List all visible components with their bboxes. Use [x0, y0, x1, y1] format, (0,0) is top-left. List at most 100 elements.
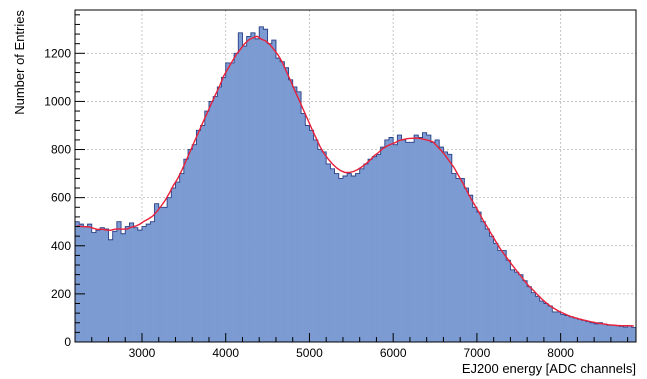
histogram-bar [83, 226, 88, 342]
histogram-outline [74, 26, 637, 342]
histogram-bar [171, 188, 176, 342]
y-tick-label: 600 [51, 191, 71, 205]
histogram-bar [468, 195, 474, 342]
histogram-bar [267, 43, 273, 343]
histogram-bar [393, 144, 398, 342]
histogram-bar [322, 151, 327, 342]
histogram-bar [439, 147, 444, 342]
histogram-bar [631, 327, 637, 342]
histogram-bar [95, 230, 101, 342]
histogram-bar [598, 322, 603, 342]
x-tick-label: 8000 [547, 346, 574, 360]
histogram-bar [401, 139, 407, 342]
histogram-bar [125, 226, 130, 342]
histogram-bar [363, 163, 369, 342]
histogram-bar [493, 243, 499, 342]
histogram-bar [296, 91, 302, 342]
histogram-bar [552, 311, 557, 342]
histogram-bar [548, 305, 553, 342]
histogram-bar [79, 224, 84, 342]
histogram-bar [133, 227, 139, 342]
histogram-bar [351, 176, 356, 342]
histogram-bar [594, 323, 599, 342]
histogram-bar [569, 316, 574, 342]
histogram-bar [430, 142, 436, 342]
histogram-bar [527, 286, 532, 342]
histogram-bar [556, 311, 561, 342]
y-tick-label: 0 [64, 335, 71, 349]
y-tick-label: 1200 [44, 46, 71, 60]
x-tick-label: 5000 [296, 346, 323, 360]
histogram-bar [535, 296, 541, 342]
histogram-bar [75, 221, 80, 342]
histogram-bar [129, 222, 134, 342]
plot-frame [74, 9, 637, 343]
y-tick-label: 200 [51, 287, 71, 301]
histogram-bar [422, 132, 427, 342]
histogram-bar [137, 230, 143, 342]
histogram-bar [154, 203, 160, 342]
histogram-bar [208, 101, 214, 342]
histogram-bar [615, 325, 620, 342]
histogram-bar [577, 319, 582, 342]
histogram-bar [543, 303, 549, 342]
histogram-bar [606, 325, 612, 342]
histogram-bar [368, 159, 373, 342]
histogram-bar [301, 113, 306, 342]
histogram-bar [141, 226, 147, 342]
histogram-bar [405, 142, 411, 342]
histogram-bar [560, 314, 566, 342]
histogram-bar [581, 320, 587, 342]
histogram-bar [435, 139, 440, 342]
histogram-bar [238, 32, 243, 342]
histogram-bar [355, 173, 360, 342]
histogram-bar [213, 96, 218, 342]
histogram-bar [497, 250, 503, 342]
histogram-bar [313, 139, 319, 342]
histogram-bar [246, 36, 252, 342]
histogram-bar [485, 228, 490, 342]
histogram-bar [121, 233, 126, 342]
histogram-bar [255, 38, 260, 342]
histogram-bar [372, 156, 377, 342]
x-axis-label: EJ200 energy [ADC channels] [462, 361, 636, 376]
histogram-bar [481, 221, 486, 342]
histogram-bar [388, 137, 394, 342]
histogram-bar [188, 149, 193, 342]
histogram-bar [284, 67, 289, 342]
histogram-bar [192, 144, 197, 342]
histogram-bar [104, 228, 109, 342]
histogram-bar [447, 154, 453, 342]
histogram-bar [397, 135, 402, 342]
histogram-bar [384, 139, 390, 342]
histogram-bar [514, 272, 520, 342]
histogram-bar [531, 292, 536, 342]
histogram-bar [108, 239, 113, 342]
histogram-bar [179, 173, 185, 342]
histogram-bar [460, 178, 465, 342]
histogram-bar [443, 151, 448, 342]
histogram-bar [573, 317, 578, 342]
histogram-bar [518, 274, 524, 342]
histogram-bar [522, 280, 528, 342]
y-axis-label: Number of Entries [12, 10, 27, 115]
histogram-bar [204, 111, 210, 342]
histogram-bar [167, 197, 172, 342]
histogram-bar [502, 250, 507, 342]
histogram-bar [116, 221, 122, 342]
histogram-bar [330, 168, 335, 342]
y-tick-label: 400 [51, 239, 71, 253]
histogram-bar [146, 224, 151, 342]
histogram-bar [317, 149, 323, 342]
histogram-bar [510, 269, 515, 342]
y-axis-ticks: 0 200 400 600 800 1000 1200 [44, 14, 85, 349]
histogram-bar [414, 135, 419, 342]
histogram-bar [326, 163, 331, 342]
histogram-bar [585, 321, 591, 342]
histogram-bar [309, 130, 314, 342]
histogram-bar [338, 178, 344, 342]
histogram-bar [539, 301, 545, 342]
histogram-bar [359, 168, 365, 342]
histogram-bar [196, 130, 201, 342]
